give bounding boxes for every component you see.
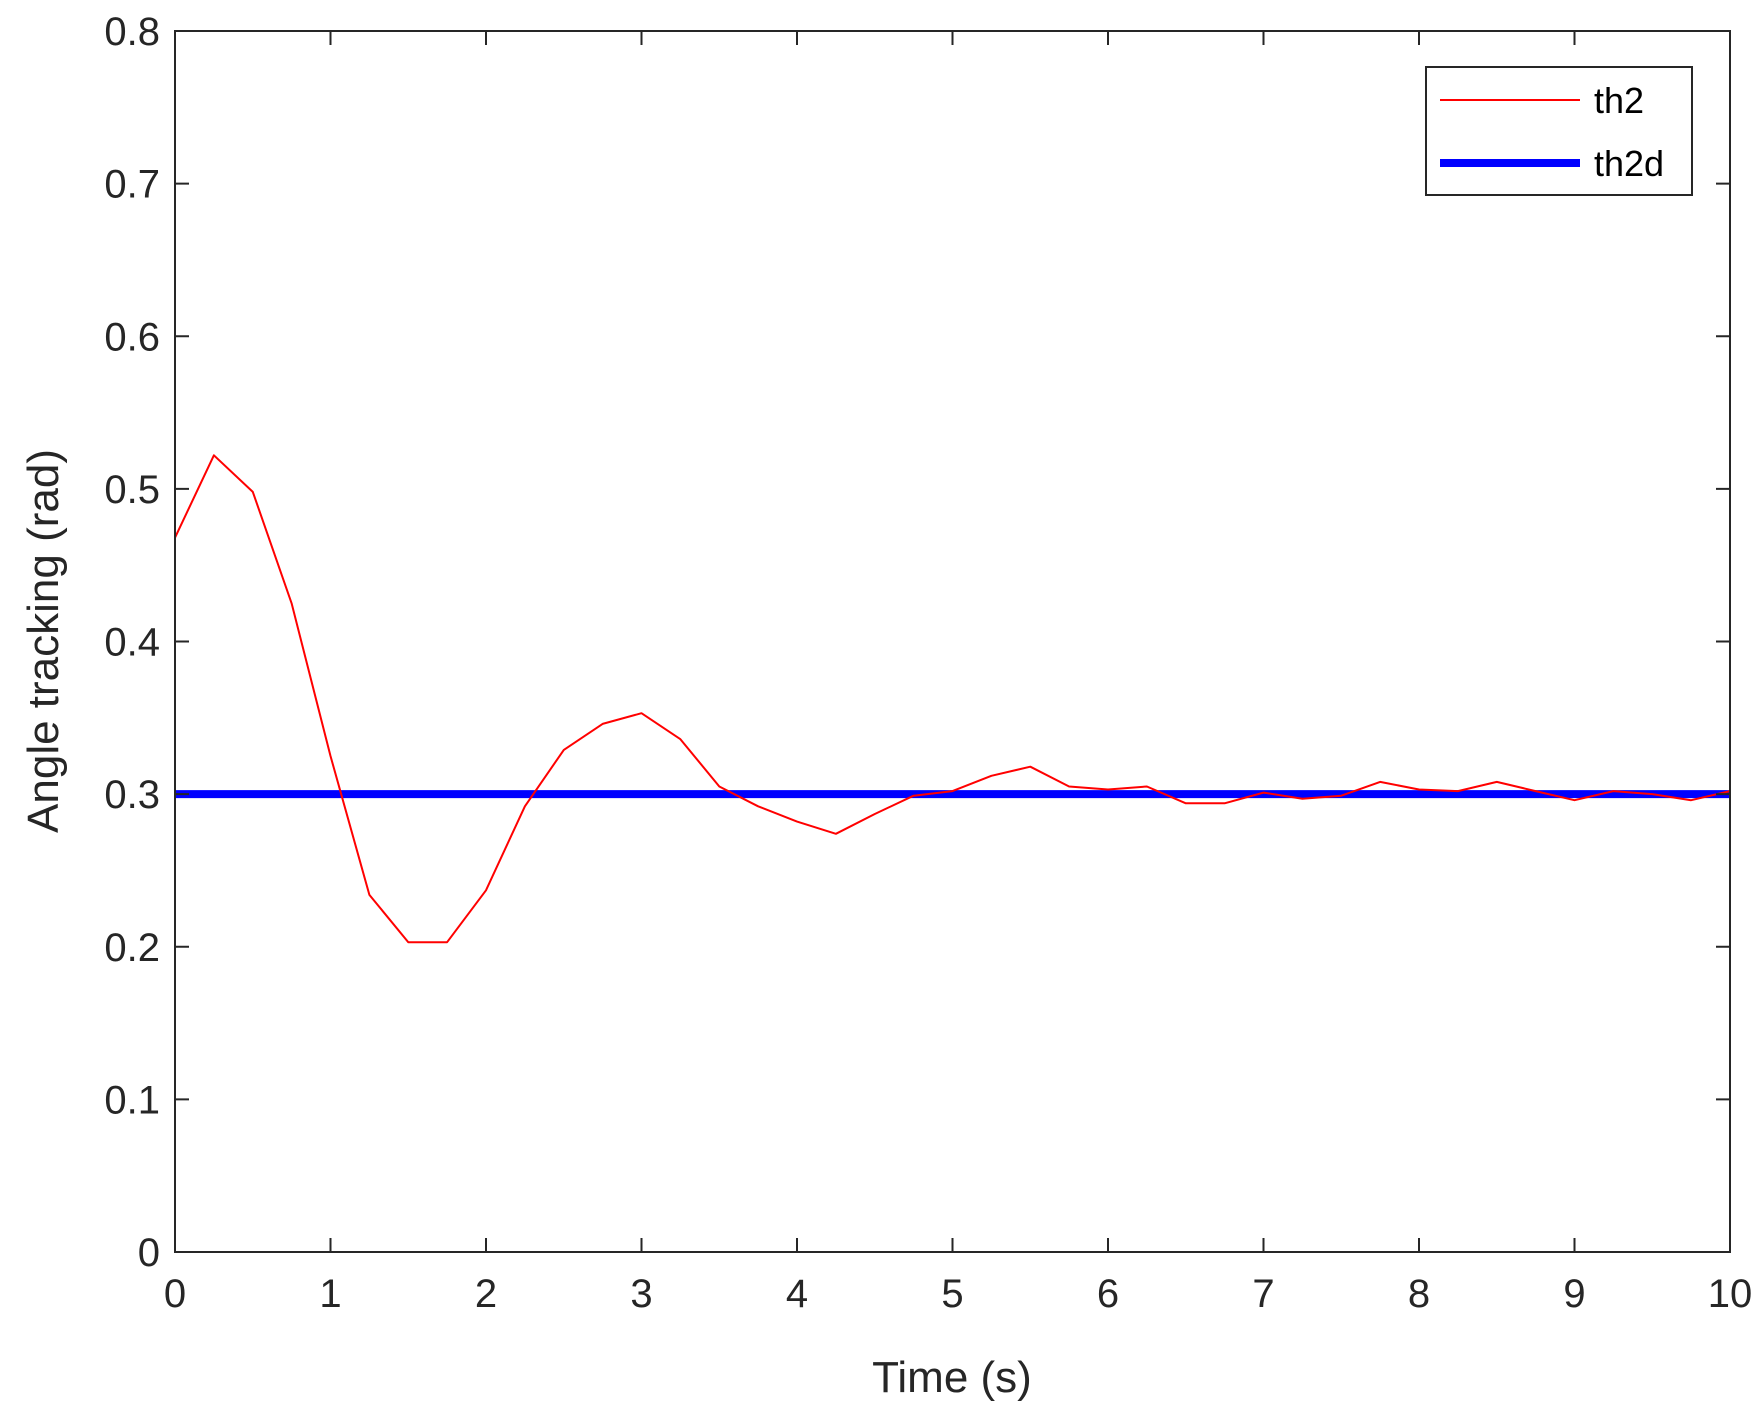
- y-tick-label: 0.2: [104, 926, 160, 970]
- x-tick-label: 0: [164, 1272, 186, 1316]
- y-tick-label: 0.7: [104, 163, 160, 207]
- legend: th2 th2d: [1425, 66, 1693, 196]
- y-tick-label: 0.4: [104, 621, 160, 665]
- x-tick-label: 2: [475, 1272, 497, 1316]
- legend-box: [1425, 66, 1693, 196]
- plot-area: [175, 31, 1730, 1252]
- y-tick-label: 0: [138, 1231, 160, 1275]
- x-tick-label: 1: [319, 1272, 341, 1316]
- ticks-layer: 0 1 2 3 4 5 6 7 8 9 10 0 0.1 0.2 0.3 0.4 0.5 0.6 0.7 0.8: [104, 10, 1752, 1316]
- series-line-th2: [174, 454, 1731, 944]
- x-tick-label: 10: [1708, 1272, 1753, 1316]
- x-tick-label: 4: [786, 1272, 808, 1316]
- x-tick-label: 3: [630, 1272, 652, 1316]
- series-layer: [174, 454, 1731, 944]
- x-tick-label: 8: [1408, 1272, 1430, 1316]
- legend-label-th2: th2: [1594, 80, 1644, 121]
- y-axis-title: Angle tracking (rad): [19, 449, 68, 833]
- y-tick-label: 0.3: [104, 773, 160, 817]
- x-axis-title: Time (s): [872, 1353, 1032, 1402]
- x-tick-label: 5: [941, 1272, 963, 1316]
- y-tick-label: 0.5: [104, 468, 160, 512]
- x-tick-label: 6: [1097, 1272, 1119, 1316]
- x-tick-label: 9: [1563, 1272, 1585, 1316]
- y-tick-label: 0.1: [104, 1078, 160, 1122]
- y-tick-label: 0.6: [104, 315, 160, 359]
- legend-label-th2d: th2d: [1594, 143, 1664, 184]
- y-tick-label: 0.8: [104, 10, 160, 54]
- x-tick-label: 7: [1252, 1272, 1274, 1316]
